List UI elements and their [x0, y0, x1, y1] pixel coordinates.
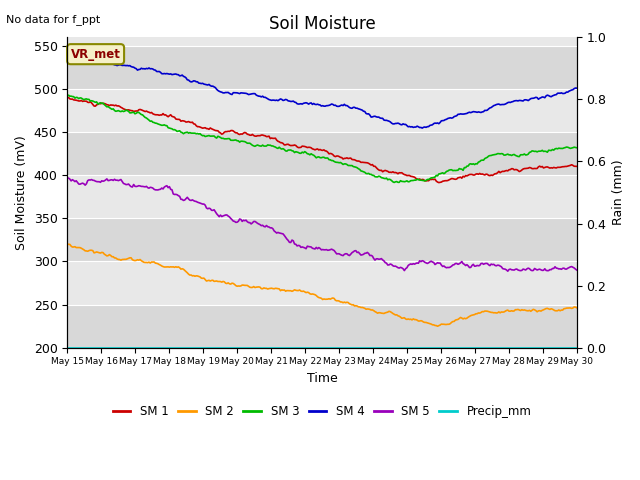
Bar: [67, 89, 577, 132]
Text: No data for f_ppt: No data for f_ppt: [6, 14, 100, 25]
Y-axis label: Soil Moisture (mV): Soil Moisture (mV): [15, 135, 28, 250]
X-axis label: Time: Time: [307, 372, 337, 385]
Title: Soil Moisture: Soil Moisture: [269, 15, 376, 33]
Bar: [67, 46, 577, 89]
Legend: SM 1, SM 2, SM 3, SM 4, SM 5, Precip_mm: SM 1, SM 2, SM 3, SM 4, SM 5, Precip_mm: [108, 400, 536, 422]
Text: VR_met: VR_met: [70, 48, 120, 60]
Bar: [67, 132, 577, 175]
Bar: [67, 218, 577, 262]
Bar: [67, 175, 577, 218]
Bar: [67, 37, 577, 46]
Y-axis label: Rain (mm): Rain (mm): [612, 160, 625, 225]
Bar: [67, 304, 577, 348]
Bar: [67, 262, 577, 304]
